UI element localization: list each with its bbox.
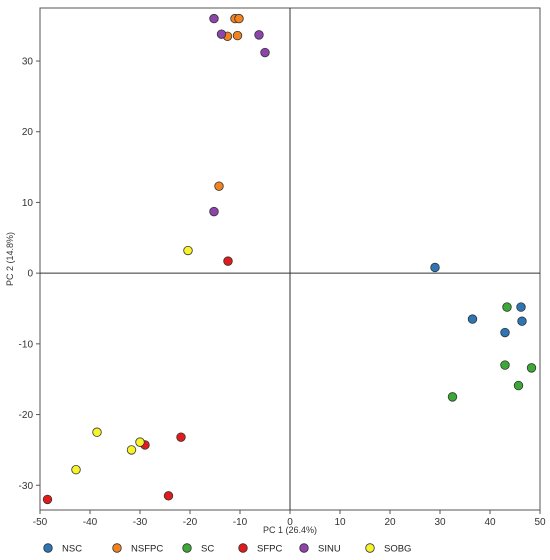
- x-axis-ticks: -50 -40 -30 -20 -10 0 10 20 30 40 50: [33, 510, 546, 528]
- x-tick-label: 20: [384, 517, 396, 528]
- x-tick-label: -20: [183, 517, 198, 528]
- point-nsfpc: [232, 30, 243, 41]
- point-sobg: [135, 437, 145, 447]
- point-sfpc: [163, 491, 174, 501]
- legend-marker-nsc: [43, 543, 53, 553]
- legend-label-sc: SC: [201, 544, 214, 555]
- point-sc: [447, 392, 458, 402]
- point-nsc: [467, 314, 478, 324]
- legend: NSC NSFPC SC SFPC SINU SOBG: [43, 543, 411, 555]
- legend-label-nsc: NSC: [62, 544, 82, 555]
- point-sobg: [183, 245, 193, 256]
- legend-marker-nsfpc: [112, 543, 122, 553]
- legend-label-sinu: SINU: [318, 544, 341, 555]
- y-tick-label: 10: [22, 198, 34, 209]
- x-axis-title: PC 1 (26.4%): [263, 525, 317, 535]
- x-tick-label: 50: [534, 517, 546, 528]
- point-nsc: [430, 262, 440, 273]
- point-sfpc: [176, 432, 186, 442]
- point-sobg: [92, 427, 102, 437]
- point-sinu: [209, 206, 219, 217]
- point-sinu: [209, 13, 219, 24]
- point-nsc: [517, 316, 527, 326]
- point-sc: [500, 360, 510, 370]
- point-sobg: [71, 464, 81, 475]
- data-points: [42, 13, 537, 505]
- legend-label-sobg: SOBG: [384, 544, 411, 555]
- y-tick-label: 0: [27, 269, 33, 280]
- point-nsfpc: [234, 13, 244, 24]
- y-tick-label: -30: [19, 481, 34, 492]
- x-tick-label: 30: [434, 517, 446, 528]
- point-sobg: [126, 445, 137, 455]
- y-axis-title: PC 2 (14.8%): [5, 232, 15, 286]
- y-tick-label: -10: [19, 339, 34, 350]
- legend-marker-sobg: [365, 543, 375, 553]
- legend-label-sfpc: SFPC: [257, 544, 282, 555]
- x-tick-label: 10: [334, 517, 346, 528]
- y-tick-label: 20: [22, 127, 34, 138]
- x-tick-label: 40: [484, 517, 496, 528]
- point-sc: [526, 363, 537, 373]
- legend-marker-sfpc: [238, 543, 248, 553]
- point-sinu: [216, 29, 227, 39]
- x-tick-label: 0: [287, 517, 293, 528]
- y-tick-label: 30: [22, 57, 34, 68]
- y-axis-ticks: -30 -20 -10 0 10 20 30: [19, 57, 40, 492]
- point-sfpc: [42, 494, 53, 505]
- x-tick-label: -40: [83, 517, 98, 528]
- y-tick-label: -20: [19, 410, 34, 421]
- legend-marker-sinu: [299, 543, 309, 553]
- point-nsfpc: [214, 181, 224, 191]
- legend-marker-sc: [182, 543, 192, 553]
- x-tick-label: -10: [233, 517, 248, 528]
- legend-label-nsfpc: NSFPC: [131, 544, 163, 555]
- point-nsc: [516, 302, 526, 312]
- point-sinu: [260, 47, 270, 58]
- point-sc: [502, 302, 512, 312]
- point-nsc: [500, 327, 510, 338]
- point-sfpc: [223, 256, 233, 266]
- point-sinu: [254, 30, 264, 40]
- x-tick-label: -50: [33, 517, 48, 528]
- x-tick-label: -30: [133, 517, 148, 528]
- point-sc: [513, 380, 524, 391]
